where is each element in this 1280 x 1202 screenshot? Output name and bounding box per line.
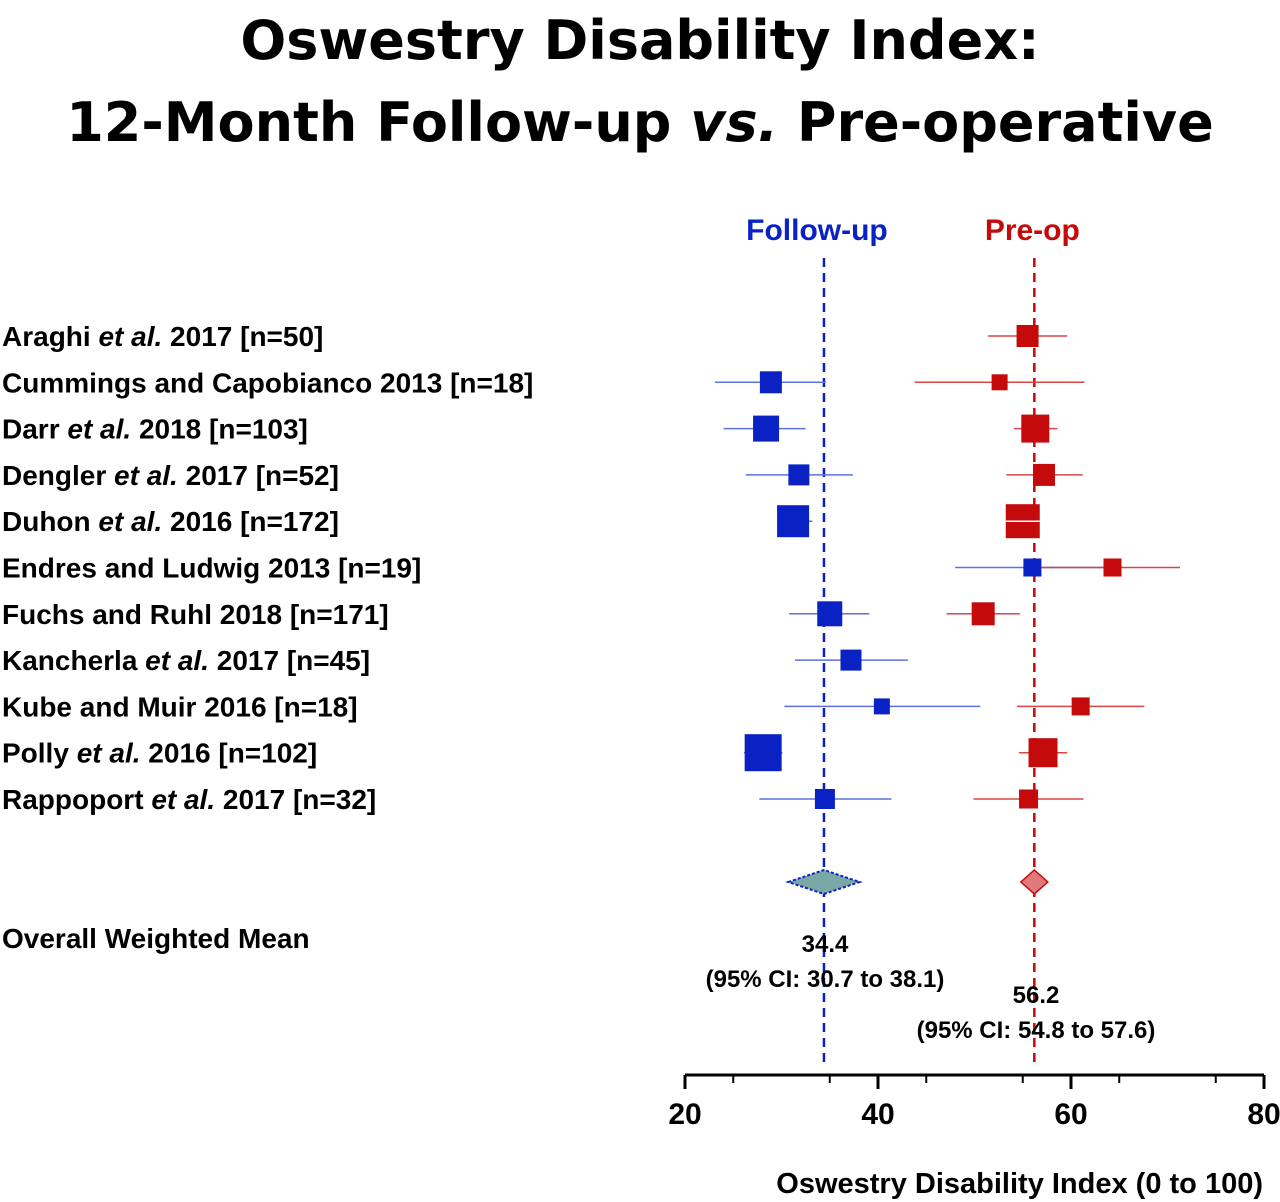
chart-title-line-2-italic: vs.: [690, 91, 779, 154]
study-label: Cummings and Capobianco 2013 [n=18]: [2, 367, 533, 398]
preop-point: [1016, 325, 1039, 347]
followup-point: [788, 464, 810, 486]
followup-overall-ci: (95% CI: 30.7 to 38.1): [706, 966, 945, 993]
preop-point: [1019, 789, 1039, 809]
preop-overall-ci: (95% CI: 54.8 to 57.6): [917, 1017, 1156, 1044]
chart-title: Oswestry Disability Index: 12-Month Foll…: [0, 0, 1280, 164]
preop-point: [1071, 697, 1090, 716]
chart-title-line-2-pre: 12-Month Follow-up: [66, 91, 691, 154]
x-tick-label: 40: [861, 1098, 894, 1131]
preop-point: [1032, 463, 1055, 486]
overall-label: Overall Weighted Mean: [2, 923, 310, 954]
chart-title-line-2: 12-Month Follow-up vs. Pre-operative: [0, 82, 1280, 164]
study-label: Dengler et al. 2017 [n=52]: [2, 460, 339, 491]
followup-point: [814, 789, 835, 809]
followup-point: [840, 649, 862, 671]
followup-overall-value: 34.4: [802, 931, 849, 958]
followup-point: [777, 505, 810, 538]
x-tick-label: 60: [1054, 1098, 1087, 1131]
chart-title-line-2-post: Pre-operative: [778, 91, 1214, 154]
followup-point: [744, 734, 782, 772]
preop-point: [1021, 414, 1050, 443]
preop-point: [1103, 558, 1122, 577]
study-label: Kancherla et al. 2017 [n=45]: [2, 645, 370, 676]
followup-point: [873, 698, 890, 715]
series-label-preop: Pre-op: [985, 214, 1080, 247]
followup-point: [817, 601, 843, 627]
preop-overall-diamond: [1019, 868, 1049, 896]
preop-overall-value: 56.2: [1013, 982, 1060, 1009]
preop-point: [971, 602, 995, 626]
study-label: Duhon et al. 2016 [n=172]: [2, 506, 339, 537]
series-label-followup: Follow-up: [746, 214, 888, 247]
followup-overall-diamond: [785, 868, 863, 896]
study-label: Fuchs and Ruhl 2018 [n=171]: [2, 599, 389, 630]
study-label: Rappoport et al. 2017 [n=32]: [2, 784, 376, 815]
study-label: Kube and Muir 2016 [n=18]: [2, 691, 358, 722]
study-label: Araghi et al. 2017 [n=50]: [2, 321, 323, 352]
study-label: Endres and Ludwig 2013 [n=19]: [2, 553, 421, 584]
x-axis-title: Oswestry Disability Index (0 to 100): [776, 1168, 1263, 1200]
x-tick-label: 20: [668, 1098, 701, 1131]
preop-point: [991, 374, 1008, 391]
x-tick-label: 80: [1247, 1098, 1280, 1131]
preop-point: [1028, 738, 1058, 768]
study-label: Darr et al. 2018 [n=103]: [2, 414, 308, 445]
followup-point: [759, 371, 782, 394]
followup-point: [1023, 558, 1042, 577]
chart-title-line-1: Oswestry Disability Index:: [240, 9, 1040, 72]
study-label: Polly et al. 2016 [n=102]: [2, 738, 317, 769]
followup-point: [753, 415, 780, 442]
